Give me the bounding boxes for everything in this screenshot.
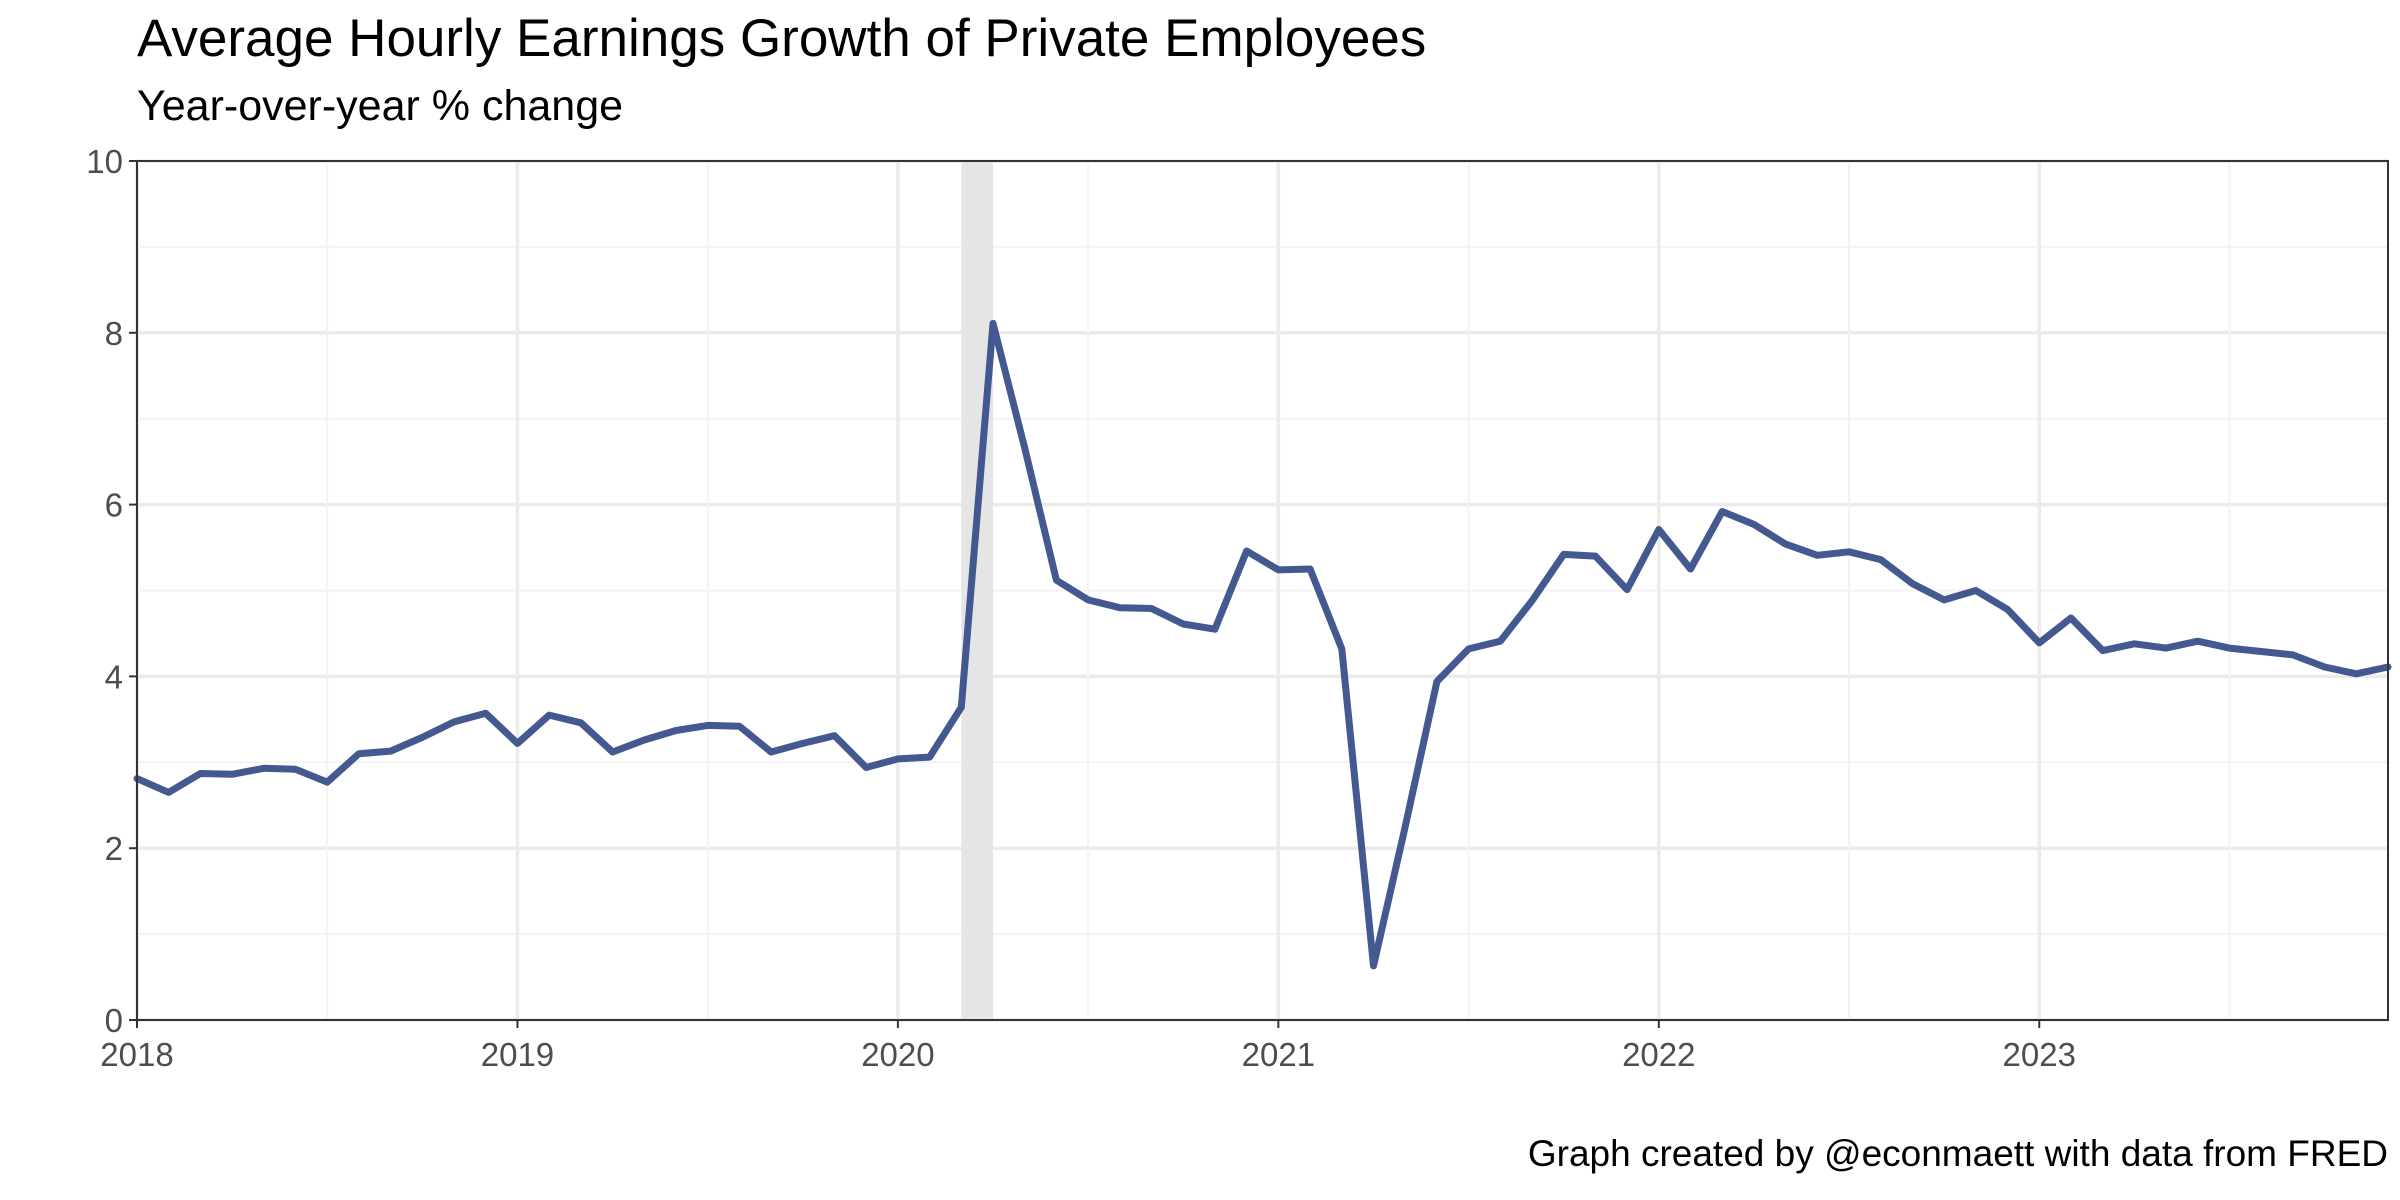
y-tick-label: 10 bbox=[86, 143, 123, 180]
x-tick-label: 2019 bbox=[481, 1036, 554, 1073]
panel-border bbox=[136, 160, 2389, 1021]
grid-lines bbox=[135, 159, 2388, 1022]
recession-band bbox=[961, 161, 994, 1020]
y-tick-label: 6 bbox=[105, 487, 123, 524]
y-tick-label: 0 bbox=[105, 1002, 123, 1039]
y-tick-label: 8 bbox=[105, 315, 123, 352]
x-tick-label: 2018 bbox=[100, 1036, 173, 1073]
recession-shading bbox=[961, 161, 994, 1020]
x-tick-label: 2022 bbox=[1622, 1036, 1695, 1073]
chart-title: Average Hourly Earnings Growth of Privat… bbox=[137, 9, 1427, 68]
x-tick-label: 2020 bbox=[861, 1036, 934, 1073]
chart-subtitle: Year-over-year % change bbox=[137, 82, 624, 130]
x-tick-label: 2021 bbox=[1242, 1036, 1315, 1073]
y-tick-label: 2 bbox=[105, 830, 123, 867]
y-tick-label: 4 bbox=[105, 658, 123, 695]
axes: 0 2 4 6 8 10 2018 2019 2020 2021 2022 2023 bbox=[86, 143, 2389, 1073]
chart-caption: Graph created by @econmaett with data fr… bbox=[1527, 1133, 2388, 1174]
series-line-group bbox=[133, 319, 2392, 970]
series-line bbox=[133, 319, 2392, 970]
x-tick-label: 2023 bbox=[2003, 1036, 2076, 1073]
